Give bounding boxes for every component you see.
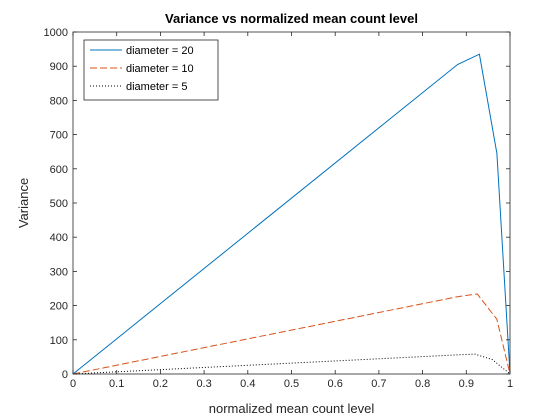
x-tick-label: 0.3 xyxy=(196,378,211,390)
y-tick-label: 400 xyxy=(50,232,68,244)
y-tick-label: 300 xyxy=(50,266,68,278)
x-tick-label: 0.8 xyxy=(415,378,430,390)
x-axis-label: normalized mean count level xyxy=(209,401,375,416)
y-axis-label: Variance xyxy=(16,178,31,228)
x-tick-label: 0.2 xyxy=(153,378,168,390)
series-line-3 xyxy=(72,353,511,375)
x-tick-label: 1 xyxy=(507,378,513,390)
y-tick-label: 600 xyxy=(50,164,68,176)
x-tick-label: 0.9 xyxy=(459,378,474,390)
y-tick-label: 900 xyxy=(50,61,68,73)
legend-label-3: diameter = 5 xyxy=(126,81,187,93)
x-tick-label: 0.6 xyxy=(328,378,343,390)
x-tick-label: 0.1 xyxy=(109,378,124,390)
legend-label-2: diameter = 10 xyxy=(126,63,194,75)
y-tick-label: 500 xyxy=(50,198,68,210)
series-line-1 xyxy=(72,53,511,375)
x-tick-label: 0 xyxy=(70,378,76,390)
y-tick-label: 200 xyxy=(50,301,68,313)
series-layer xyxy=(72,53,511,375)
ticks-layer: 0 0.1 0.2 0.3 0.4 0.5 0.6 0.7 0.8 0.9 1 0 100 200 300 4… xyxy=(44,27,514,390)
y-tick-label: 1000 xyxy=(44,27,68,39)
legend: diameter = 20 diameter = 10 diameter = 5 xyxy=(83,39,219,101)
y-tick-label: 100 xyxy=(50,335,68,347)
legend-label-1: diameter = 20 xyxy=(126,45,194,57)
y-tick-label: 800 xyxy=(50,95,68,107)
series-line-2 xyxy=(72,293,511,375)
y-tick-label: 0 xyxy=(62,369,68,381)
y-tick-label: 700 xyxy=(50,130,68,142)
x-tick-label: 0.5 xyxy=(284,378,299,390)
x-tick-label: 0.4 xyxy=(240,378,255,390)
x-tick-label: 0.7 xyxy=(371,378,386,390)
chart-title: Variance vs normalized mean count level xyxy=(165,11,418,26)
